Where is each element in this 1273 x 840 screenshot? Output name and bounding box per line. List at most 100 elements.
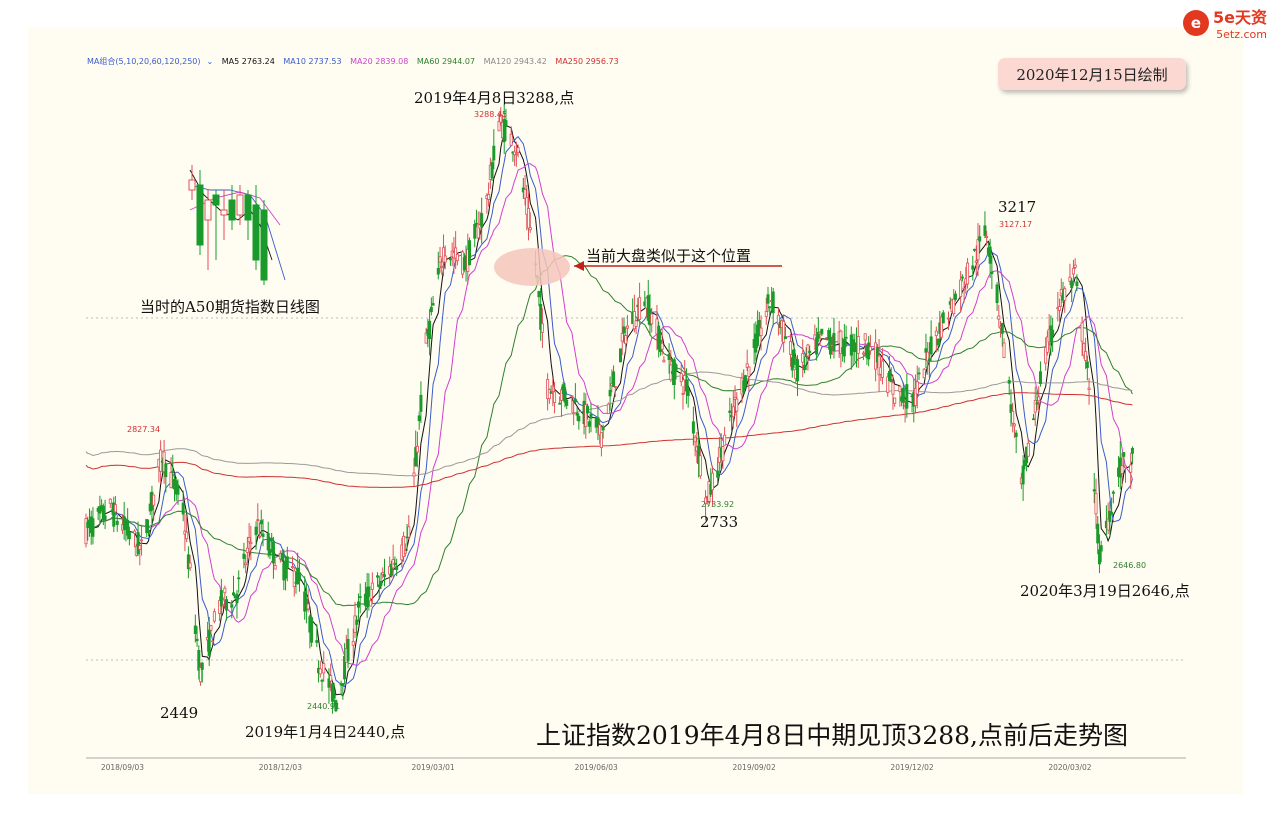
annotation-arrow-text: 当前大盘类似于这个位置 — [586, 247, 752, 265]
candle-body — [528, 227, 532, 231]
chart-panel: 2018/09/03 2018/12/03 2019/03/01 2019/06/03… — [28, 27, 1243, 794]
inset-candle-body — [220, 209, 228, 216]
candle-body — [691, 421, 695, 434]
candle-body — [114, 504, 118, 513]
annotation-low-2440: 2019年1月4日2440,点 — [245, 723, 406, 741]
candle-body — [271, 541, 275, 564]
candle-body — [875, 347, 879, 363]
candle-body — [721, 446, 725, 462]
brand-site: 5etz.com — [1216, 28, 1267, 41]
candle-body — [868, 346, 872, 352]
candle-body — [490, 162, 494, 179]
candle-body — [1130, 447, 1134, 454]
candle-body — [561, 384, 565, 394]
candle-body — [606, 403, 610, 414]
candle-body — [735, 398, 739, 412]
candle-body — [306, 603, 310, 610]
ma-line-250 — [85, 392, 1133, 488]
candle-body — [1085, 361, 1089, 369]
candle-body — [1099, 545, 1103, 552]
candle-body — [414, 447, 418, 467]
x-tick-label: 2019/06/03 — [575, 763, 618, 772]
candle-body — [745, 363, 749, 368]
candle-body — [1035, 402, 1039, 405]
candle-body — [315, 640, 319, 643]
ma-line-60 — [85, 255, 1133, 607]
candle-body — [553, 391, 557, 403]
candle-body — [185, 531, 189, 540]
x-tick-label: 2019/12/02 — [890, 763, 933, 772]
ma-legend-item: MA60 2944.07 — [416, 57, 476, 66]
candle-body — [667, 354, 671, 360]
candle-body — [389, 563, 393, 576]
candle-body — [431, 303, 435, 306]
candle-body — [225, 599, 229, 611]
candle-body — [570, 395, 574, 398]
candle-body — [743, 375, 747, 386]
candle-body — [650, 313, 654, 325]
candle-body — [1002, 342, 1006, 359]
candle-body — [537, 290, 541, 298]
candle-body — [1021, 465, 1025, 485]
candle-body — [1044, 347, 1048, 364]
extreme-label: 2440.91 — [307, 702, 341, 711]
ma-line-120 — [85, 371, 1133, 477]
candle-body — [1014, 432, 1018, 438]
candle-body — [619, 348, 623, 363]
candle-body — [322, 663, 326, 674]
candle-body — [674, 364, 678, 372]
candle-body — [563, 390, 567, 403]
candle-body — [140, 539, 144, 542]
candle-body — [195, 638, 199, 642]
candle-body — [559, 389, 563, 401]
ma-legend-item: MA250 2956.73 — [555, 57, 619, 66]
candle-body — [455, 254, 459, 262]
ma-legend-item: MA20 2839.08 — [350, 57, 409, 66]
candle-body — [842, 338, 846, 357]
chart-title: 上证指数2019年4月8日中期见顶3288,点前后走势图 — [536, 721, 1129, 750]
candle-body — [927, 358, 931, 362]
candle-body — [764, 311, 768, 317]
brand-mark-icon: e — [1183, 9, 1209, 36]
candle-body — [138, 545, 142, 550]
extreme-label: 3288.45 — [474, 110, 508, 119]
x-tick-label: 2020/03/02 — [1048, 763, 1091, 772]
candle-body — [235, 593, 239, 604]
candle-body — [146, 529, 150, 533]
candle-body — [546, 379, 550, 399]
candle-body — [1129, 464, 1133, 473]
candle-body — [1111, 491, 1115, 494]
candle-body — [771, 291, 775, 314]
candle-body — [622, 326, 626, 333]
candle-body — [417, 415, 421, 422]
candle-body — [230, 604, 234, 608]
candle-body — [284, 560, 288, 579]
candle-body — [499, 114, 503, 123]
candle-body — [197, 649, 201, 671]
candle-body — [686, 389, 690, 397]
candle-body — [792, 349, 796, 365]
candle-body — [802, 364, 806, 371]
candle-body — [221, 604, 225, 607]
candle-body — [480, 213, 484, 227]
candle-body — [575, 412, 579, 416]
candle-body — [403, 550, 407, 554]
candle-body — [1071, 267, 1075, 275]
candle-body — [723, 434, 727, 446]
candle-body — [914, 388, 918, 406]
candle-body — [516, 147, 520, 154]
candle-body — [91, 518, 95, 537]
candle-body — [212, 611, 216, 622]
candle-body — [1110, 511, 1114, 515]
candle-body — [978, 236, 982, 242]
candle-body — [108, 498, 112, 504]
candle-body — [1092, 489, 1096, 492]
candle-body — [863, 333, 867, 341]
candle-body — [759, 327, 763, 337]
candle-body — [624, 335, 628, 344]
candle-body — [1038, 371, 1042, 385]
candle-body — [891, 382, 895, 395]
candle-body — [598, 424, 602, 436]
candle-body — [971, 265, 975, 270]
candle-body — [747, 366, 751, 377]
